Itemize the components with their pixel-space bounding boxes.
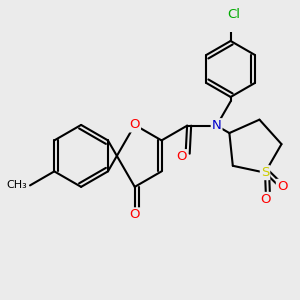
Text: Cl: Cl xyxy=(227,8,240,21)
Text: O: O xyxy=(130,118,140,131)
Text: O: O xyxy=(130,208,140,221)
Text: S: S xyxy=(261,166,269,179)
Text: O: O xyxy=(277,180,287,193)
Text: O: O xyxy=(176,150,187,163)
Text: O: O xyxy=(261,193,271,206)
Text: N: N xyxy=(212,119,221,132)
Text: CH₃: CH₃ xyxy=(6,180,27,190)
